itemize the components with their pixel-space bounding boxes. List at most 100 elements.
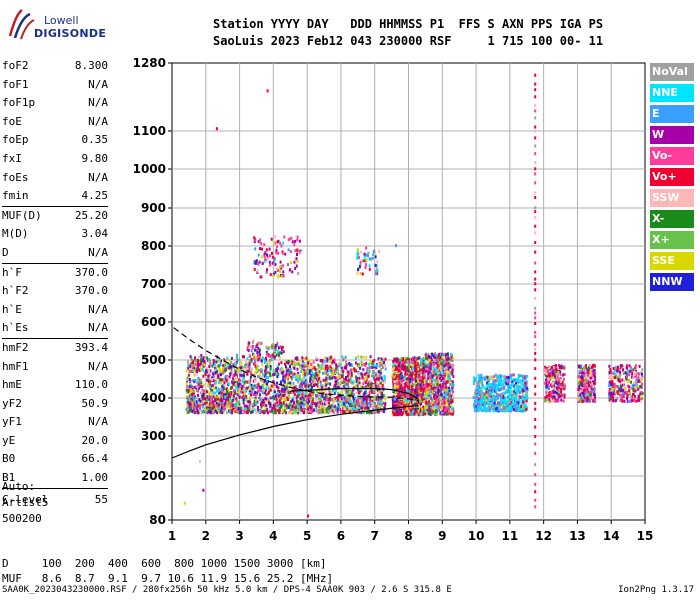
- echo-point: [430, 374, 433, 378]
- echo-point: [310, 391, 313, 395]
- echo-point: [246, 406, 249, 410]
- echo-point: [249, 411, 252, 414]
- echo-point: [414, 360, 417, 364]
- echo-point: [217, 398, 220, 402]
- echo-point: [220, 404, 223, 408]
- echo-point: [363, 391, 366, 395]
- echo-point: [307, 394, 310, 398]
- echo-points: [183, 73, 644, 518]
- echo-point: [427, 372, 430, 376]
- echo-point: [332, 410, 335, 414]
- echo-point: [425, 388, 428, 392]
- echo-point: [325, 400, 328, 404]
- echo-point: [411, 405, 413, 409]
- echo-point: [249, 387, 251, 391]
- echo-point: [253, 356, 256, 360]
- echo-point: [508, 408, 511, 412]
- echo-point: [226, 356, 229, 360]
- echo-point: [302, 371, 305, 374]
- echo-point: [187, 366, 190, 370]
- echo-point: [396, 366, 398, 370]
- echo-point: [393, 399, 396, 403]
- echo-point: [445, 390, 448, 394]
- echo-point: [377, 378, 380, 382]
- echo-point: [223, 377, 225, 381]
- echo-point: [447, 374, 450, 378]
- echo-point: [214, 381, 217, 385]
- param-row: yF1 N/A: [2, 413, 108, 432]
- echo-point: [406, 407, 408, 411]
- echo-point: [379, 385, 382, 389]
- echo-point: [401, 386, 404, 390]
- echo-point: [402, 383, 405, 387]
- echo-point: [198, 363, 201, 367]
- echo-point: [273, 397, 275, 400]
- echo-point: [255, 398, 257, 402]
- echo-point: [191, 393, 193, 396]
- echo-point: [372, 375, 375, 379]
- echo-point: [238, 358, 240, 362]
- echo-point: [239, 378, 242, 382]
- echo-point: [268, 401, 270, 405]
- echo-point: [260, 405, 263, 409]
- echo-point: [397, 370, 400, 374]
- echo-point: [445, 380, 448, 384]
- echo-point: [410, 412, 412, 416]
- echo-point: [265, 375, 268, 379]
- echo-point: [205, 389, 208, 393]
- echo-point: [275, 353, 278, 357]
- echo-point: [301, 364, 304, 368]
- echo-point: [298, 398, 301, 402]
- echo-point: [371, 362, 374, 366]
- echo-point: [403, 407, 405, 411]
- echo-point: [206, 398, 209, 402]
- echo-point: [280, 405, 283, 409]
- echo-point: [307, 384, 310, 388]
- echo-point: [370, 405, 373, 409]
- echo-point: [338, 362, 341, 365]
- echo-point: [488, 387, 491, 391]
- echo-point: [372, 390, 375, 393]
- echo-point: [285, 377, 288, 381]
- echo-point: [357, 397, 360, 401]
- echo-point: [274, 346, 277, 349]
- echo-point: [208, 410, 211, 413]
- echo-point: [514, 408, 517, 412]
- echo-point: [269, 388, 272, 392]
- echo-point: [494, 389, 497, 393]
- echo-point: [413, 394, 416, 397]
- echo-point: [260, 341, 263, 345]
- echo-point: [515, 402, 518, 406]
- echo-point: [208, 373, 211, 377]
- echo-point: [336, 378, 339, 382]
- echo-point: [259, 348, 261, 352]
- echo-point: [452, 357, 455, 360]
- echo-point: [433, 370, 435, 374]
- echo-point: [440, 390, 443, 394]
- echo-point: [382, 409, 385, 413]
- echo-point: [396, 372, 399, 376]
- echo-point: [211, 376, 214, 380]
- echo-point: [348, 410, 351, 413]
- echo-point: [373, 358, 376, 362]
- echo-point: [431, 377, 434, 381]
- echo-point: [283, 380, 286, 384]
- echo-point: [227, 395, 230, 399]
- echo-point: [419, 371, 422, 375]
- echo-point: [442, 371, 445, 375]
- echo-point: [413, 403, 416, 407]
- echo-point: [382, 358, 385, 362]
- echo-point: [206, 403, 209, 407]
- echo-point: [418, 404, 420, 408]
- echo-point: [241, 380, 244, 383]
- echo-point: [420, 368, 423, 372]
- echo-point: [517, 380, 520, 384]
- echo-point: [383, 394, 386, 397]
- echo-point: [404, 403, 407, 407]
- echo-point: [320, 359, 323, 363]
- echo-point: [189, 409, 191, 413]
- echo-point: [429, 392, 432, 396]
- echo-point: [311, 365, 314, 369]
- echo-point: [343, 385, 346, 389]
- echo-point: [449, 396, 451, 400]
